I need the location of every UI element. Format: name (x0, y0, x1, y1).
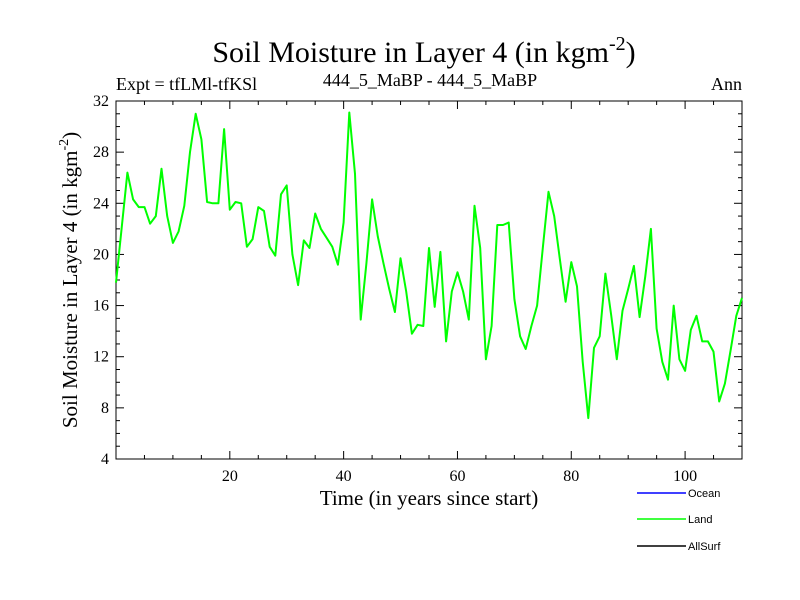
y-axis-label-close: ) (58, 132, 82, 139)
y-tick-label: 12 (93, 349, 109, 366)
chart-title-text: Soil Moisture in Layer 4 (in kgm (212, 36, 609, 69)
x-tick-label: 100 (673, 468, 697, 485)
series-lines (115, 111, 743, 420)
x-axis-label: Time (in years since start) (320, 486, 539, 510)
y-tick-label: 4 (101, 451, 109, 468)
y-tick-label: 8 (101, 400, 109, 417)
series-line-land (115, 111, 743, 420)
x-tick-label: 40 (336, 468, 352, 485)
legend-label-ocean: Ocean (688, 488, 720, 500)
x-axis-ticks: 20 40 60 80 100 (143, 101, 715, 485)
legend-label-allsurf: AllSurf (688, 541, 721, 553)
y-tick-label: 24 (93, 195, 109, 212)
plot-frame (115, 100, 743, 460)
legend: Ocean Land AllSurf (637, 488, 721, 553)
legend-label-land: Land (688, 514, 712, 526)
y-axis-label-superscript: -2 (57, 139, 72, 151)
x-tick-label: 60 (449, 468, 465, 485)
subtitle-experiment: Expt = tfLMl-tfKSl (116, 74, 257, 94)
chart-title-close: ) (626, 36, 636, 69)
subtitle-period: 444_5_MaBP - 444_5_MaBP (323, 70, 537, 90)
subtitle-season: Ann (711, 74, 742, 94)
x-tick-label: 20 (222, 468, 238, 485)
y-tick-label: 20 (93, 246, 109, 263)
y-tick-label: 28 (93, 144, 109, 161)
y-axis-ticks: 4 8 12 16 20 24 28 32 (93, 93, 742, 468)
x-tick-label: 80 (563, 468, 579, 485)
y-axis-label: Soil Moisture in Layer 4 (in kgm-2) (57, 132, 82, 428)
chart-title-superscript: -2 (609, 33, 626, 55)
y-tick-label: 32 (93, 93, 109, 110)
chart-title: Soil Moisture in Layer 4 (in kgm-2) (212, 33, 635, 69)
y-axis-label-text: Soil Moisture in Layer 4 (in kgm (58, 151, 82, 429)
y-tick-label: 16 (93, 298, 109, 315)
